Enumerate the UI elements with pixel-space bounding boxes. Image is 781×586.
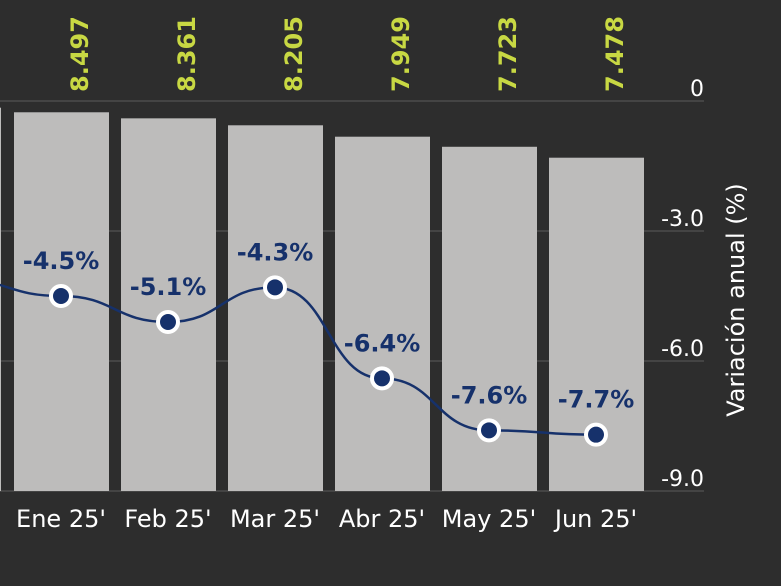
bar bbox=[228, 125, 323, 491]
y-axis-tick-label: -3.0 bbox=[661, 207, 704, 232]
y-axis-tick-label: -9.0 bbox=[661, 467, 704, 492]
bar bbox=[335, 136, 430, 491]
data-point-label: -7.6% bbox=[451, 381, 528, 409]
x-axis-category-label: Ene 25' bbox=[16, 505, 106, 533]
data-point-marker bbox=[477, 418, 501, 443]
y-axis-title: Variación anual (%) bbox=[722, 183, 750, 417]
line-series bbox=[0, 275, 608, 447]
y-axis-tick-labels: 0 -3.0 -6.0 -9.0 bbox=[661, 77, 704, 492]
bar-value-label: 8.361 bbox=[173, 16, 201, 92]
x-axis-category-label: Feb 25' bbox=[124, 505, 211, 533]
bar-value-label: 8.205 bbox=[280, 16, 308, 92]
bar-value-label: 7.723 bbox=[494, 16, 522, 92]
x-axis-category-labels: Ene 25' Feb 25' Mar 25' Abr 25' May 25' Jun 2… bbox=[16, 505, 637, 533]
x-axis-category-label: May 25' bbox=[442, 505, 536, 533]
line-point-labels: -4.5% -5.1% -4.3% -6.4% -7.6% -7.7% bbox=[23, 238, 635, 413]
data-point-marker bbox=[370, 366, 394, 391]
data-point-label: -7.7% bbox=[558, 386, 635, 414]
bar-value-labels: 8.497 8.361 8.205 7.949 7.723 7.478 bbox=[66, 16, 629, 92]
data-point-marker bbox=[156, 310, 180, 334]
data-point-marker bbox=[584, 422, 608, 447]
y-axis-tick-label: -6.0 bbox=[661, 337, 704, 362]
bar-value-label: 7.478 bbox=[601, 16, 629, 92]
y-axis-tick-label: 0 bbox=[690, 77, 704, 102]
data-point-label: -6.4% bbox=[344, 329, 421, 357]
data-point-label: -4.3% bbox=[237, 238, 314, 266]
x-axis-category-label: Abr 25' bbox=[339, 505, 425, 533]
data-point-marker bbox=[263, 275, 287, 300]
data-point-label: -4.5% bbox=[23, 247, 100, 275]
bar-value-label: 8.497 bbox=[66, 16, 94, 92]
x-axis-category-label: Mar 25' bbox=[230, 505, 320, 533]
data-point-label: -5.1% bbox=[130, 273, 207, 301]
x-axis-category-label: Jun 25' bbox=[553, 505, 637, 533]
bar-value-label: 7.949 bbox=[387, 16, 415, 92]
bar-series bbox=[0, 107, 644, 492]
bar-previous-partial bbox=[0, 107, 1, 491]
bar bbox=[121, 118, 216, 491]
data-point-marker bbox=[49, 284, 73, 308]
